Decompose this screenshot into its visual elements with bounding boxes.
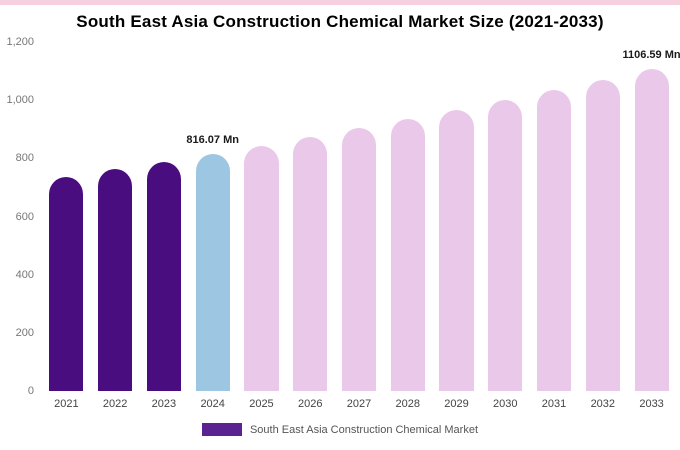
- y-axis-label-800: 800: [15, 152, 34, 165]
- x-axis-label-2033: 2033: [639, 398, 664, 410]
- y-axis: 0 200 400 600 800 1,000 1,200: [0, 36, 38, 397]
- bar-2027[interactable]: [341, 128, 377, 391]
- bar-slot-2022: [91, 42, 140, 391]
- x-axis-label-2028: 2028: [395, 398, 420, 410]
- legend-swatch: [201, 423, 242, 436]
- bar-2026[interactable]: [293, 137, 328, 391]
- bar-slot-2029: [432, 42, 481, 391]
- x-axis-label-2026: 2026: [297, 398, 323, 410]
- bar-slot-2031: [530, 42, 579, 391]
- x-axis-label-2029: 2029: [444, 398, 469, 410]
- bar-2023[interactable]: [146, 161, 181, 391]
- bar-2031[interactable]: [536, 90, 572, 391]
- bar-value-label-2033: 1106.59 Mn: [622, 49, 680, 62]
- bar-slot-2030: [481, 42, 530, 391]
- bar-2032[interactable]: [585, 79, 620, 391]
- chart-title: South East Asia Construction Chemical Ma…: [76, 12, 604, 31]
- x-axis-label-2022: 2022: [102, 398, 128, 410]
- legend: South East Asia Construction Chemical Ma…: [0, 423, 680, 436]
- bar-slot-2025: [237, 42, 286, 391]
- x-axis-label-2024: 2024: [200, 398, 225, 410]
- x-axis-label-2030: 2030: [493, 398, 518, 410]
- x-axis-label-2031: 2031: [541, 398, 567, 410]
- bar-slot-2033: 1106.59 Mn: [623, 42, 680, 391]
- legend-label: South East Asia Construction Chemical Ma…: [249, 423, 479, 436]
- bar-slot-2023: [140, 42, 189, 391]
- bar-2033[interactable]: [634, 69, 669, 391]
- bar-slot-2024: 816.07 Mn: [186, 42, 239, 391]
- bar-2030[interactable]: [488, 100, 523, 391]
- bar-slot-2032: [578, 42, 627, 391]
- x-axis-label-2027: 2027: [346, 398, 372, 410]
- plot-area: 816.07 Mn 1106.59 Mn: [42, 42, 680, 391]
- bar-2022[interactable]: [98, 169, 133, 391]
- y-axis-label-600: 600: [15, 210, 34, 223]
- bar-2029[interactable]: [439, 109, 474, 391]
- y-axis-label-200: 200: [15, 326, 34, 339]
- y-axis-label-0: 0: [27, 385, 34, 397]
- bar-2024[interactable]: [195, 153, 230, 391]
- bar-value-label-2024: 816.07 Mn: [186, 133, 239, 146]
- bar-slot-2026: [286, 42, 335, 391]
- x-axis-label-2023: 2023: [151, 398, 177, 410]
- bar-slot-2027: [335, 42, 384, 391]
- y-axis-label-1,200: 1,200: [6, 36, 34, 48]
- page-accent-strip: [0, 0, 680, 5]
- chart-area: 0 200 400 600 800 1,000 1,200 816.07 Mn 1106.59…: [0, 36, 680, 397]
- bar-slot-2021: [42, 42, 91, 391]
- x-axis-label-2025: 2025: [249, 398, 274, 410]
- bar-2021[interactable]: [49, 176, 84, 391]
- x-axis-label-2021: 2021: [54, 398, 79, 410]
- bar-2025[interactable]: [244, 145, 279, 391]
- bar-2028[interactable]: [390, 119, 425, 391]
- x-axis: 2021 2022 2023 2024 2025 2026 2027 2028 2029 2030…: [42, 391, 676, 410]
- x-axis-label-2032: 2032: [590, 398, 616, 410]
- y-axis-label-1,000: 1,000: [6, 94, 34, 107]
- bar-slot-2028: [383, 42, 432, 391]
- y-axis-label-400: 400: [15, 268, 34, 281]
